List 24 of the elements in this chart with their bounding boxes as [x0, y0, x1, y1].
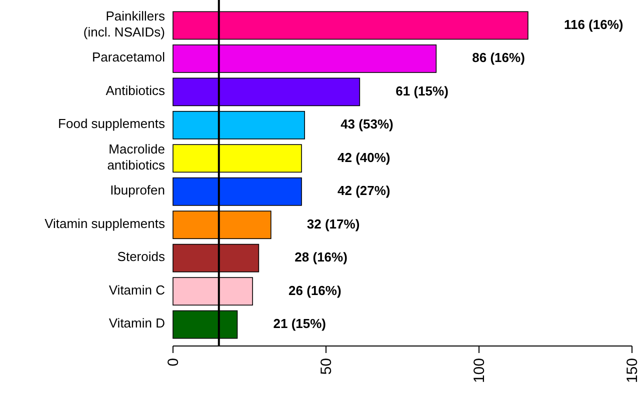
y-tick-label: Steroids [117, 250, 166, 265]
y-tick-label: Macrolide antibiotics [107, 142, 166, 173]
x-tick-label: 50 [318, 358, 335, 375]
data-label: 43 (53%) [340, 116, 394, 132]
data-label: 86 (16%) [472, 50, 525, 66]
y-tick-label: Antibiotics [106, 83, 166, 98]
y-tick-label: Vitamin supplements [44, 216, 166, 232]
data-label: 28 (16%) [294, 250, 348, 265]
y-tick-label: Vitamin C [108, 282, 165, 298]
y-tick-label: Paracetamol [92, 50, 166, 66]
x-tick-label: 0 [165, 358, 182, 366]
data-label: 42 (27%) [338, 183, 390, 198]
x-tick-label: 150 [624, 358, 641, 384]
data-label: 116 (16%) [564, 16, 624, 32]
data-label: 21 (15%) [273, 316, 326, 331]
data-label: 61 (15%) [396, 83, 448, 98]
y-tick-label: Ibuprofen [110, 183, 165, 198]
y-tick-label: Painkillers (incl. NSAIDs) [83, 8, 166, 40]
data-label: 26 (16%) [288, 282, 342, 298]
data-label: 32 (17%) [306, 216, 360, 232]
y-tick-label: Vitamin D [108, 316, 165, 331]
data-label: 42 (40%) [338, 150, 390, 165]
x-tick-label: 100 [471, 358, 488, 384]
y-tick-label: Food supplements [58, 116, 166, 132]
